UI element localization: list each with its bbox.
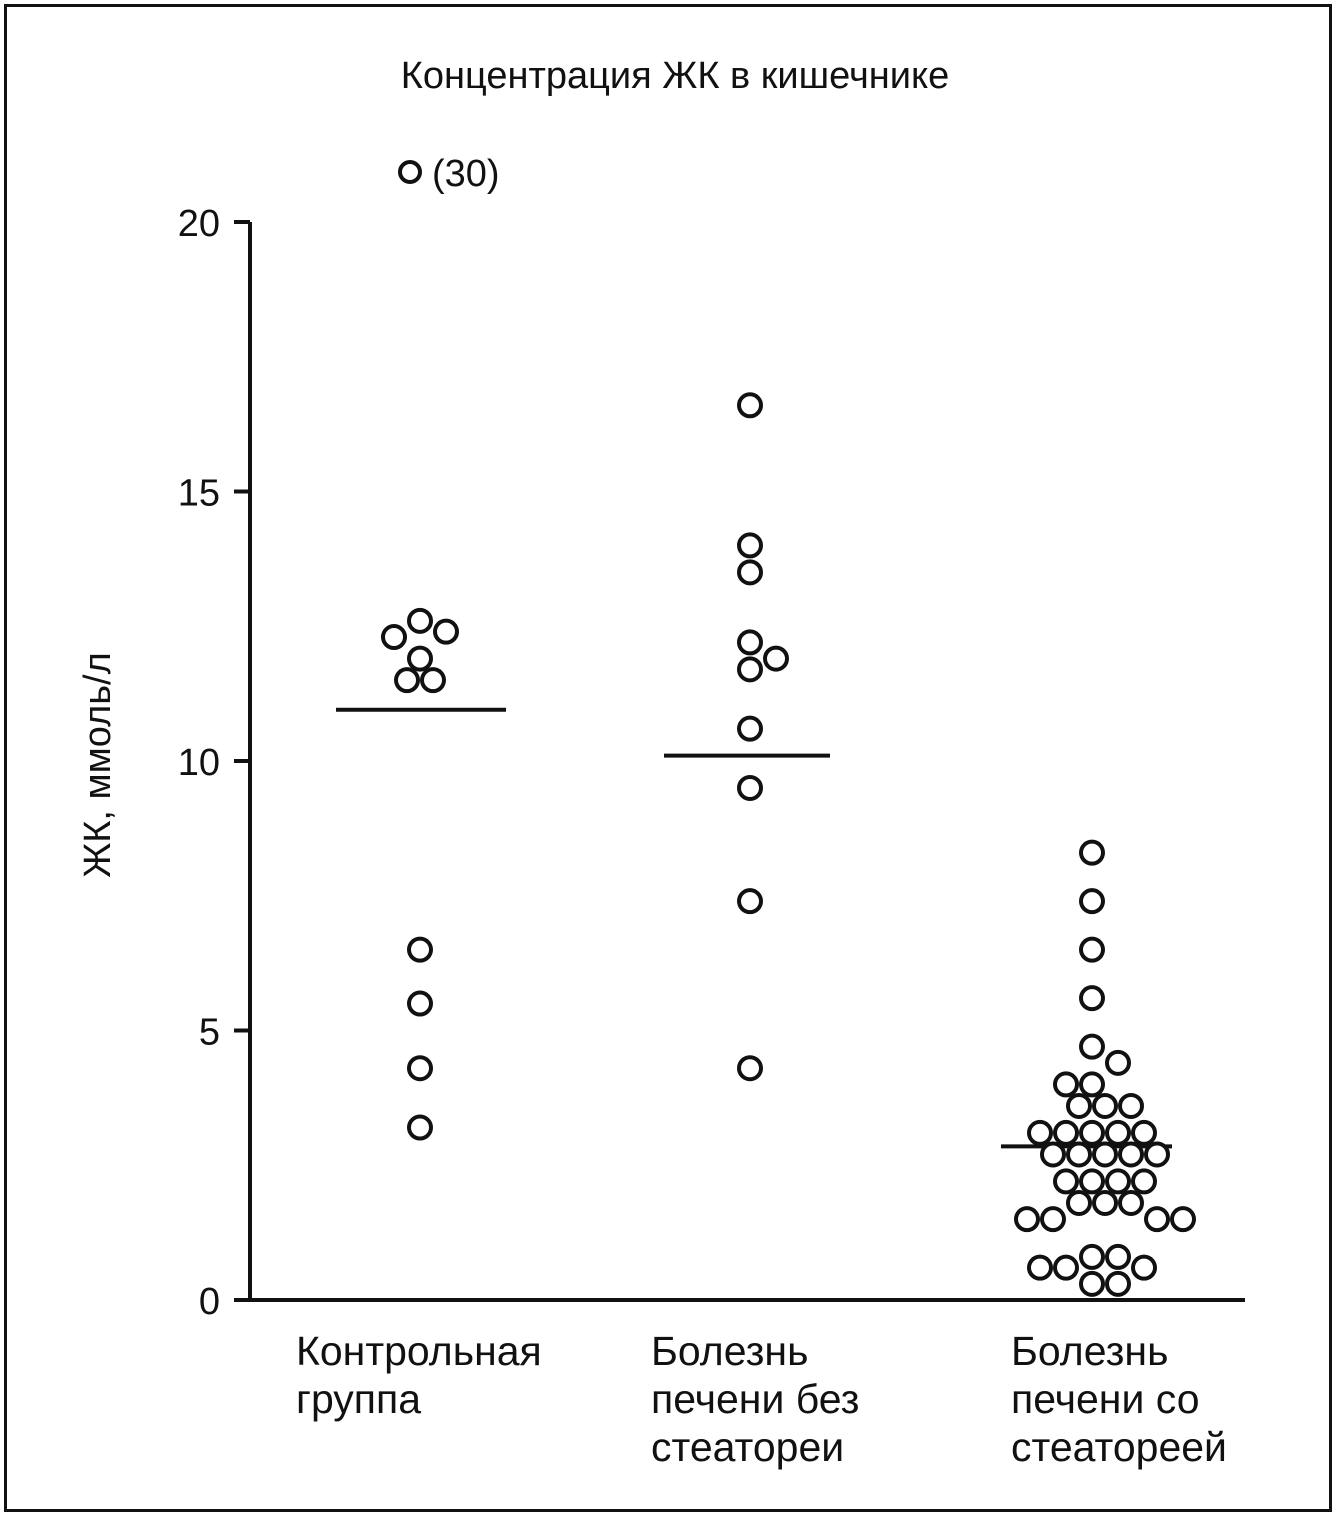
x-category-line: печени без	[651, 1376, 859, 1422]
data-point	[407, 1114, 433, 1141]
data-point	[1105, 1049, 1131, 1076]
data-point	[1027, 1254, 1053, 1281]
data-point	[1079, 888, 1105, 915]
data-point	[1053, 1168, 1079, 1195]
data-point	[1079, 839, 1105, 866]
y-tick-label: 15	[178, 473, 220, 515]
data-point	[1040, 1141, 1066, 1168]
data-point	[1105, 1168, 1131, 1195]
data-point	[1079, 1168, 1105, 1195]
data-point	[394, 667, 420, 694]
data-point	[1079, 1071, 1105, 1098]
x-category-label: Контрольная группа	[296, 1328, 542, 1422]
data-point	[381, 624, 407, 651]
data-point	[407, 645, 433, 672]
data-point	[433, 618, 459, 645]
y-tick-label: 5	[199, 1012, 220, 1054]
data-point	[1053, 1254, 1079, 1281]
outlier-label: (30)	[432, 153, 500, 195]
x-category-line: стеатореи	[651, 1424, 844, 1470]
data-point	[1092, 1092, 1118, 1119]
data-point	[1170, 1206, 1196, 1233]
data-point	[1105, 1243, 1131, 1270]
y-tick-label: 10	[178, 742, 220, 784]
data-point	[1079, 1033, 1105, 1060]
data-point	[1014, 1206, 1040, 1233]
data-point	[1079, 936, 1105, 963]
outlier-point	[398, 160, 422, 184]
data-point	[1053, 1119, 1079, 1146]
data-point	[1079, 1243, 1105, 1270]
data-point	[1131, 1254, 1157, 1281]
data-point	[420, 667, 446, 694]
data-point	[1105, 1119, 1131, 1146]
y-axis-label: ЖК, ммоль/л	[77, 652, 119, 878]
data-point	[1131, 1168, 1157, 1195]
y-tick-label: 20	[178, 203, 220, 245]
data-point	[1066, 1189, 1092, 1216]
x-category-line: Болезнь	[651, 1328, 808, 1374]
data-point	[1105, 1270, 1131, 1297]
data-point	[737, 532, 763, 559]
data-point	[1131, 1119, 1157, 1146]
data-point	[1066, 1092, 1092, 1119]
data-point	[1118, 1092, 1144, 1119]
data-point	[1053, 1071, 1079, 1098]
data-point	[407, 1055, 433, 1082]
data-point	[1079, 1270, 1105, 1297]
data-point	[763, 645, 789, 672]
data-point	[737, 715, 763, 742]
data-point	[1040, 1206, 1066, 1233]
x-category-line: Контрольная	[296, 1328, 542, 1374]
data-point	[1118, 1141, 1144, 1168]
data-point	[737, 629, 763, 656]
data-point	[737, 1055, 763, 1082]
data-point	[737, 392, 763, 419]
x-category-line: печени со	[1011, 1376, 1200, 1422]
data-point	[1144, 1141, 1170, 1168]
x-category-line: группа	[296, 1376, 421, 1422]
y-tick-label: 0	[199, 1281, 220, 1323]
data-point	[407, 936, 433, 963]
data-point	[407, 607, 433, 634]
x-category-line: стеатореей	[1011, 1424, 1227, 1470]
data-point	[737, 774, 763, 801]
data-point	[1118, 1189, 1144, 1216]
data-point	[1079, 985, 1105, 1012]
data-point	[1066, 1141, 1092, 1168]
x-category-label: Болезнь печени со стеатореей	[1011, 1328, 1227, 1470]
data-point	[737, 656, 763, 683]
data-point	[737, 559, 763, 586]
data-point	[1092, 1189, 1118, 1216]
data-point	[1144, 1206, 1170, 1233]
data-point	[1027, 1119, 1053, 1146]
chart-title: Концентрация ЖК в кишечнике	[401, 55, 949, 97]
data-point	[1092, 1141, 1118, 1168]
data-point	[737, 888, 763, 915]
data-point	[1079, 1119, 1105, 1146]
x-category-line: Болезнь	[1011, 1328, 1168, 1374]
data-point	[407, 990, 433, 1017]
x-category-label: Болезнь печени без стеатореи	[651, 1328, 859, 1470]
